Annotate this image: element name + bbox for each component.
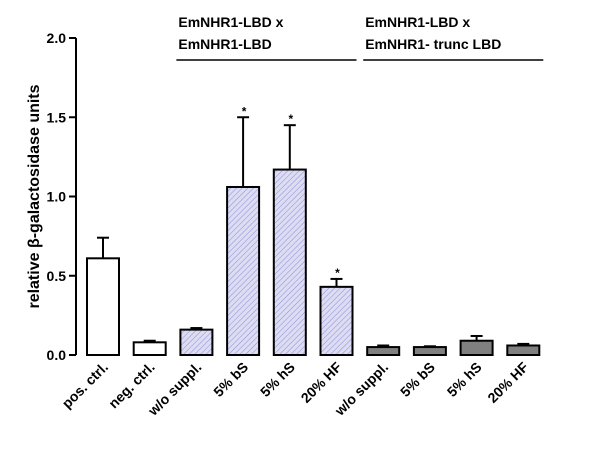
category-label: pos. ctrl. xyxy=(59,359,112,412)
group-headers: EmNHR1-LBD x EmNHR1-LBD EmNHR1-LBD x EmNHR1… xyxy=(176,14,544,61)
bar xyxy=(179,328,214,357)
bar xyxy=(226,185,261,356)
significance-marker: * xyxy=(242,104,247,118)
bar xyxy=(86,257,120,356)
group-label-line1: EmNHR1-LBD x xyxy=(365,14,470,30)
group-label-line2: EmNHR1- trunc LBD xyxy=(365,36,501,52)
bars: * * * xyxy=(86,104,541,357)
y-tick-label: 2.0 xyxy=(47,30,67,46)
group-label-line1: EmNHR1-LBD x xyxy=(178,14,283,30)
bar xyxy=(506,344,541,356)
bar xyxy=(366,346,401,357)
category-labels: pos. ctrl.neg. ctrl.w/o suppl. 5% bS 5% hS… xyxy=(59,358,532,419)
y-tick-label: 1.5 xyxy=(47,109,67,125)
bar xyxy=(272,168,307,356)
y-tick-label: 0.5 xyxy=(47,268,67,284)
y-tick-label: 1.0 xyxy=(47,189,67,205)
y-axis-label: relative β-galactosidase units xyxy=(26,84,43,308)
category-label: 5% hS xyxy=(257,359,298,400)
bar xyxy=(459,339,494,356)
significance-marker: * xyxy=(288,112,293,126)
significance-marker: * xyxy=(335,266,340,280)
y-tick-label: 0.0 xyxy=(47,347,67,363)
axes: 0.0 0.5 1.0 1.5 2.0 relative β-galactosidase … xyxy=(26,30,77,363)
bar xyxy=(132,341,167,357)
bar xyxy=(412,346,447,357)
category-label: 20% HF xyxy=(484,358,531,405)
category-label: 5% bS xyxy=(210,359,251,400)
group-label-line2: EmNHR1-LBD xyxy=(178,36,271,52)
category-label: 20% HF xyxy=(298,358,345,405)
bar xyxy=(319,285,354,356)
category-label: 5% hS xyxy=(444,359,485,400)
category-label: 5% bS xyxy=(397,359,438,400)
